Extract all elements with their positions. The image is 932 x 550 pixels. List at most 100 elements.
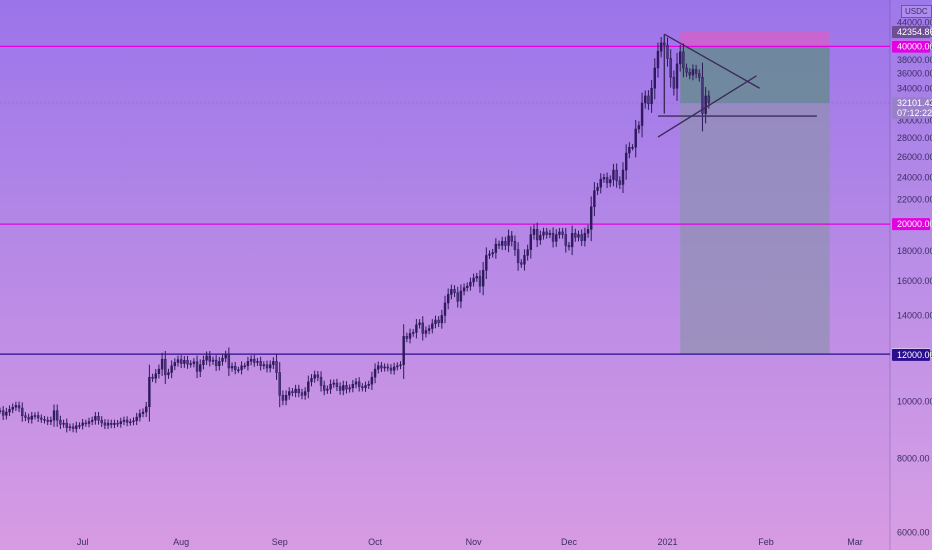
candle-body [675, 63, 679, 89]
candle-body [491, 252, 494, 255]
y-tick-label: 34000.00 [897, 83, 932, 93]
y-tick-label: 18000.00 [897, 246, 932, 256]
candle-body [631, 147, 634, 149]
candle-body [618, 180, 622, 185]
candle-body [602, 177, 606, 180]
candle-body [577, 234, 580, 238]
candle-body [494, 243, 498, 253]
position-target-zone[interactable] [680, 102, 830, 355]
candle-body [542, 231, 545, 236]
candle-body [186, 360, 189, 365]
candle-body [36, 415, 40, 419]
candle-body [100, 419, 103, 424]
y-tick-label: 26000.00 [897, 152, 932, 162]
candle-body [682, 51, 685, 69]
candle-body [281, 394, 285, 401]
candle-body [256, 361, 259, 363]
drawing-triangle-upper[interactable] [663, 33, 761, 89]
candle-body [119, 421, 122, 424]
price-tag-box[interactable] [892, 40, 930, 53]
candle-body [377, 365, 380, 370]
candle-body [586, 229, 590, 234]
candle-body [516, 249, 520, 263]
price-axis[interactable]: 6000.00 8000.00 10000.00 12000.00 14000.00 16… [889, 0, 932, 550]
candle-body [199, 364, 202, 372]
candle-body [551, 232, 555, 242]
candle-body [84, 422, 88, 425]
candle-body [383, 366, 386, 369]
candle-body [303, 391, 307, 396]
candle-body [68, 426, 72, 429]
candle-body [148, 376, 151, 407]
drawing-triangle-lower[interactable] [657, 75, 757, 138]
position-tool[interactable] [680, 32, 830, 355]
y-tick-label: 8000.00 [897, 454, 930, 464]
candle-body [342, 385, 345, 391]
candle-body [596, 186, 599, 191]
candle-body [265, 364, 269, 369]
candle-body [307, 381, 310, 392]
candle-body [75, 425, 78, 429]
y-tick-label: 30000.00 [897, 115, 932, 125]
candle-body [40, 417, 43, 420]
price-tag-box[interactable] [892, 96, 930, 109]
candle-body [424, 330, 428, 334]
candle-body [56, 410, 59, 421]
price-tag-box[interactable] [892, 218, 930, 231]
candle-body [570, 232, 574, 248]
position-stop-zone[interactable] [680, 32, 830, 47]
candle-body [122, 419, 126, 422]
y-tick-label: 6000.00 [897, 527, 930, 537]
candle-body [561, 231, 564, 235]
price-tag-label: 32101.43 [897, 98, 932, 108]
candle-body [431, 323, 434, 329]
candle-body [555, 234, 558, 242]
price-tag-box[interactable] [892, 348, 930, 361]
candle-body [399, 364, 402, 367]
candle-body [208, 355, 211, 362]
candle-body [17, 405, 21, 409]
candle-body [624, 152, 628, 171]
candle-body [218, 361, 221, 367]
candle-body [373, 368, 377, 378]
time-axis[interactable]: Jul Aug Sep Oct Nov Dec 2021 Feb Mar [77, 537, 863, 547]
price-tag-box[interactable] [892, 106, 930, 119]
horizontal-levels[interactable] [0, 45, 890, 355]
candle-body [275, 361, 278, 373]
candle-body [81, 422, 84, 426]
price-tag-label: 40000.00 [897, 42, 932, 52]
candle-body [707, 95, 711, 104]
price-tag-box[interactable] [892, 26, 930, 39]
y-tick-label: 44000.00 [897, 17, 932, 27]
candle-body [5, 411, 8, 416]
candle-body [698, 73, 701, 78]
candle-body [462, 287, 466, 292]
candle-body [437, 319, 440, 324]
candle-body [535, 229, 539, 241]
currency-badge[interactable]: USDC [901, 5, 932, 18]
candle-body [183, 360, 186, 364]
candle-body [475, 276, 478, 279]
candle-body [634, 128, 637, 148]
candle-body [129, 421, 132, 424]
candle-body [412, 332, 415, 334]
candle-body [234, 365, 237, 371]
candle-body [507, 235, 510, 246]
candle-body [418, 322, 421, 325]
candle-body [329, 383, 332, 390]
candle-body [294, 388, 297, 394]
trend-drawings[interactable] [657, 33, 817, 138]
candle-body [529, 234, 533, 250]
candle-body [78, 425, 81, 427]
candle-body [469, 281, 472, 287]
x-tick-label: Mar [847, 537, 863, 547]
candle-body [478, 276, 482, 287]
candle-body [653, 67, 656, 89]
candle-body [262, 364, 266, 367]
position-profit-zone[interactable] [680, 46, 830, 103]
candle-body [691, 69, 695, 76]
candle-body [284, 394, 288, 401]
candle-body [138, 413, 142, 418]
